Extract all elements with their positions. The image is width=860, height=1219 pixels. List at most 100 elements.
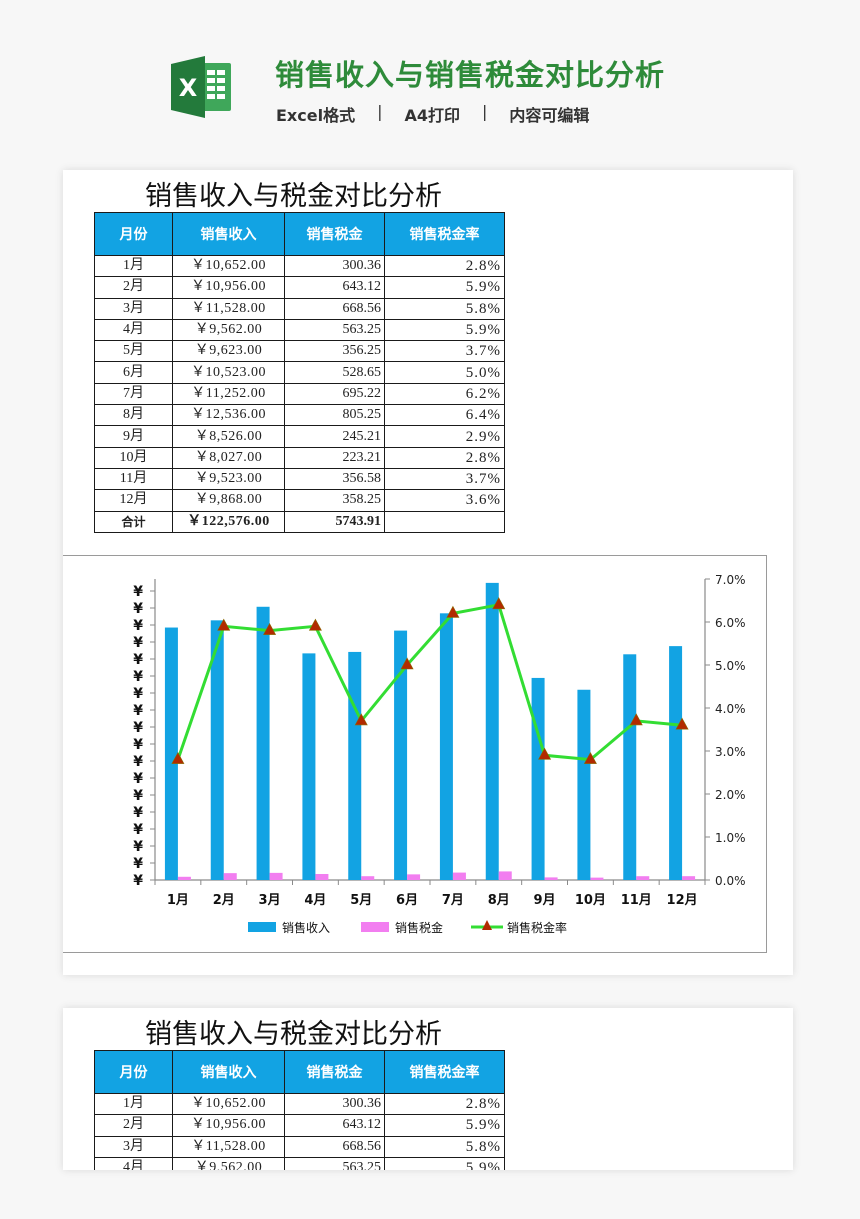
tax-bar — [269, 872, 283, 880]
cell-tax-rate[interactable]: 2.9% — [384, 425, 505, 448]
cell-revenue[interactable]: ￥9,562.00 — [172, 1156, 285, 1170]
cell-total-rate[interactable] — [384, 510, 505, 533]
cell-tax-rate[interactable]: 3.7% — [384, 340, 505, 363]
cell-month[interactable]: 7月 — [94, 382, 173, 406]
cell-tax[interactable]: 668.56 — [284, 1135, 385, 1158]
cell-tax[interactable]: 356.25 — [284, 340, 385, 363]
svg-text:¥: ¥ — [133, 788, 143, 804]
svg-text:2月: 2月 — [213, 893, 235, 908]
cell-tax[interactable]: 300.36 — [284, 1092, 385, 1116]
revenue-bar — [485, 582, 499, 880]
cell-tax-rate[interactable]: 5.9% — [384, 318, 505, 342]
cell-tax[interactable]: 643.12 — [284, 276, 385, 299]
svg-text:3.0%: 3.0% — [715, 745, 746, 759]
cell-revenue[interactable]: ￥11,528.00 — [172, 297, 285, 320]
table-row: 5月 ￥9,623.00 356.25 3.7% — [94, 340, 505, 363]
cell-tax[interactable]: 643.12 — [284, 1114, 385, 1137]
cell-tax[interactable]: 356.58 — [284, 467, 385, 491]
cell-revenue[interactable]: ￥9,562.00 — [172, 318, 285, 342]
cell-tax[interactable]: 528.65 — [284, 361, 385, 384]
cell-tax-rate[interactable]: 5.9% — [384, 1156, 505, 1170]
cell-revenue[interactable]: ￥11,528.00 — [172, 1135, 285, 1158]
svg-text:6.0%: 6.0% — [715, 616, 746, 630]
revenue-bar — [394, 630, 408, 880]
cell-tax-rate[interactable]: 2.8% — [384, 446, 505, 469]
triangle-marker-icon — [583, 751, 597, 764]
svg-text:¥: ¥ — [133, 822, 143, 838]
cell-month[interactable]: 2月 — [94, 276, 173, 299]
column-header-tax: 销售税金 — [284, 212, 385, 256]
cell-revenue[interactable]: ￥11,252.00 — [172, 382, 285, 406]
cell-tax[interactable]: 563.25 — [284, 1156, 385, 1170]
sales-table: 月份 销售收入 销售税金 销售税金率 1月 ￥10,652.00 300.36 2.8… — [94, 212, 505, 533]
cell-revenue[interactable]: ￥10,652.00 — [172, 254, 285, 278]
combo-chart[interactable]: ¥ ¥ ¥ ¥ ¥ ¥ ¥ ¥ ¥ ¥ ¥ ¥ ¥ ¥ ¥ ¥ ¥ ¥0.0% 1.0% 2.0% 3.0% 4.0% 5.… — [63, 555, 767, 953]
cell-tax[interactable]: 563.25 — [284, 318, 385, 342]
column-header-tax: 销售税金 — [284, 1050, 385, 1094]
svg-text:9月: 9月 — [534, 893, 556, 908]
cell-month[interactable]: 3月 — [94, 297, 173, 320]
document-tags: Excel格式 | A4打印 | 内容可编辑 — [276, 102, 589, 126]
cell-tax[interactable]: 695.22 — [284, 382, 385, 406]
cell-month[interactable]: 10月 — [94, 446, 173, 469]
svg-text:销售税金: 销售税金 — [395, 920, 443, 935]
table-row: 3月 ￥11,528.00 668.56 5.8% — [94, 1135, 505, 1158]
cell-total-tax[interactable]: 5743.91 — [284, 510, 385, 533]
cell-revenue[interactable]: ￥10,956.00 — [172, 1114, 285, 1137]
cell-revenue[interactable]: ￥10,956.00 — [172, 276, 285, 299]
svg-text:1月: 1月 — [167, 893, 189, 908]
cell-tax[interactable]: 805.25 — [284, 404, 385, 427]
cell-tax[interactable]: 358.25 — [284, 489, 385, 512]
cell-month[interactable]: 6月 — [94, 361, 173, 384]
svg-text:¥: ¥ — [133, 737, 143, 753]
cell-tax-rate[interactable]: 2.8% — [384, 1092, 505, 1116]
cell-month[interactable]: 2月 — [94, 1114, 173, 1137]
cell-tax-rate[interactable]: 5.9% — [384, 276, 505, 299]
cell-revenue[interactable]: ￥8,526.00 — [172, 425, 285, 448]
banner: X 销售收入与销售税金对比分析 Excel格式 | A4打印 | 内容可编辑 — [0, 0, 860, 150]
table-header-row: 月份 销售收入 销售税金 销售税金率 — [94, 1050, 505, 1094]
cell-revenue[interactable]: ￥10,652.00 — [172, 1092, 285, 1116]
cell-tax-rate[interactable]: 5.8% — [384, 297, 505, 320]
cell-month[interactable]: 4月 — [94, 318, 173, 342]
svg-text:¥: ¥ — [133, 618, 143, 634]
cell-tax-rate[interactable]: 3.7% — [384, 467, 505, 491]
cell-month[interactable]: 5月 — [94, 340, 173, 363]
cell-month[interactable]: 3月 — [94, 1135, 173, 1158]
svg-text:¥: ¥ — [133, 601, 143, 617]
legend-swatch-tax — [361, 922, 389, 932]
cell-tax[interactable]: 300.36 — [284, 254, 385, 278]
cell-revenue[interactable]: ￥9,868.00 — [172, 489, 285, 512]
column-header-month: 月份 — [94, 1050, 173, 1094]
cell-tax-rate[interactable]: 6.4% — [384, 404, 505, 427]
cell-tax[interactable]: 223.21 — [284, 446, 385, 469]
cell-month[interactable]: 1月 — [94, 254, 173, 278]
cell-tax[interactable]: 668.56 — [284, 297, 385, 320]
cell-tax-rate[interactable]: 2.8% — [384, 254, 505, 278]
tax-bar — [315, 873, 329, 880]
cell-tax-rate[interactable]: 5.8% — [384, 1135, 505, 1158]
cell-tax-rate[interactable]: 5.0% — [384, 361, 505, 384]
cell-revenue[interactable]: ￥10,523.00 — [172, 361, 285, 384]
cell-month[interactable]: 4月 — [94, 1156, 173, 1170]
cell-tax-rate[interactable]: 5.9% — [384, 1114, 505, 1137]
cell-total-revenue[interactable]: ￥122,576.00 — [172, 510, 285, 533]
cell-tax-rate[interactable]: 6.2% — [384, 382, 505, 406]
tax-bar — [590, 877, 604, 880]
cell-month[interactable]: 11月 — [94, 467, 173, 491]
svg-text:¥: ¥ — [133, 839, 143, 855]
cell-month[interactable]: 9月 — [94, 425, 173, 448]
triangle-marker-icon — [538, 747, 552, 760]
cell-revenue[interactable]: ￥9,523.00 — [172, 467, 285, 491]
legend-swatch-revenue — [248, 922, 276, 932]
cell-revenue[interactable]: ￥8,027.00 — [172, 446, 285, 469]
tax-bar — [682, 876, 696, 880]
cell-revenue[interactable]: ￥9,623.00 — [172, 340, 285, 363]
cell-total-label[interactable]: 合计 — [94, 510, 173, 533]
cell-tax[interactable]: 245.21 — [284, 425, 385, 448]
cell-tax-rate[interactable]: 3.6% — [384, 489, 505, 512]
cell-month[interactable]: 1月 — [94, 1092, 173, 1116]
cell-month[interactable]: 12月 — [94, 489, 173, 512]
cell-revenue[interactable]: ￥12,536.00 — [172, 404, 285, 427]
cell-month[interactable]: 8月 — [94, 404, 173, 427]
